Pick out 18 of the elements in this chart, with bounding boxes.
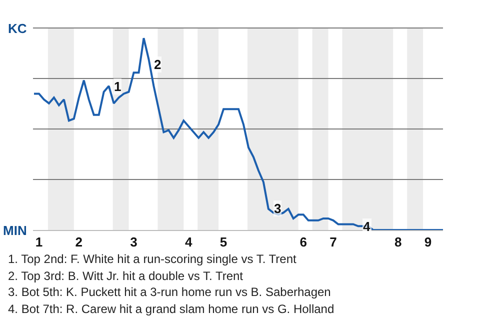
x-tick-label: 7 bbox=[330, 234, 337, 250]
text: 4. Bot 7th: R. Carew hit a grand slam home run vs G. Holland bbox=[8, 302, 334, 316]
x-tick-label: 2 bbox=[75, 234, 83, 250]
annotation: 1 bbox=[114, 79, 122, 94]
x-tick-label: 5 bbox=[220, 234, 228, 250]
text: 1. Top 2nd: F. White hit a run-scoring single vs T. Trent bbox=[8, 252, 298, 266]
text: 2. Top 3rd: B. Witt Jr. hit a double vs T. Trent bbox=[8, 269, 244, 283]
x-tick-label: 9 bbox=[424, 234, 432, 250]
text: 3. Bot 5th: K. Puckett hit a 3-run home run vs B. Saberhagen bbox=[8, 285, 331, 299]
x-tick-label: 6 bbox=[300, 234, 307, 250]
text: KC bbox=[8, 21, 28, 36]
x-tick-label: 4 bbox=[185, 234, 194, 250]
x-tick-label: 8 bbox=[394, 234, 402, 250]
x-tick-label: 3 bbox=[130, 234, 138, 250]
annotation: 2 bbox=[154, 57, 162, 72]
annotation: 3 bbox=[274, 201, 282, 216]
text: MIN bbox=[3, 223, 27, 238]
x-tick-label: 1 bbox=[35, 234, 43, 250]
